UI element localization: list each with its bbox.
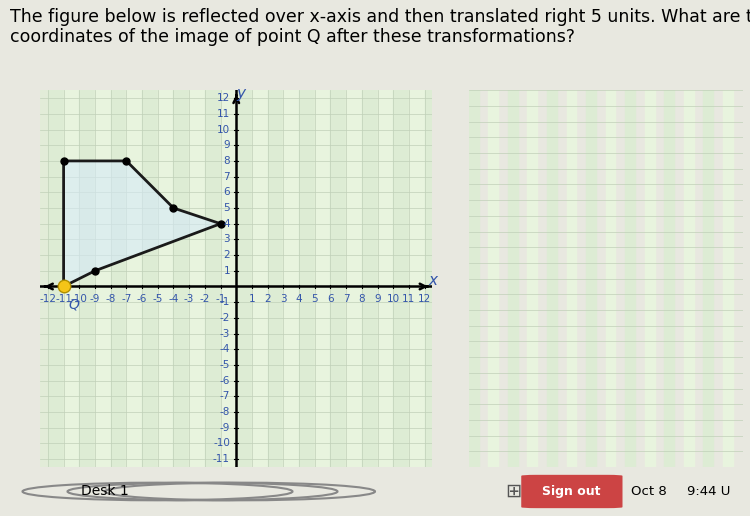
Bar: [64, 90, 80, 467]
Text: -8: -8: [106, 294, 116, 304]
Bar: [346, 90, 362, 467]
Bar: [205, 90, 220, 467]
Text: -9: -9: [220, 423, 230, 433]
Text: 12: 12: [217, 93, 230, 103]
Bar: [424, 90, 440, 467]
Text: 9:44 U: 9:44 U: [687, 485, 730, 498]
Text: x: x: [428, 273, 437, 288]
Text: -1: -1: [215, 294, 226, 304]
Text: 12: 12: [418, 294, 431, 304]
Bar: [284, 90, 299, 467]
Text: ⊞: ⊞: [506, 482, 522, 501]
Text: 4: 4: [296, 294, 302, 304]
Text: -6: -6: [220, 376, 230, 385]
Text: -5: -5: [220, 360, 230, 370]
Text: Desk 1: Desk 1: [81, 485, 129, 498]
Bar: [315, 90, 331, 467]
Bar: [95, 90, 111, 467]
Bar: [409, 90, 424, 467]
Bar: [111, 90, 127, 467]
Bar: [393, 90, 409, 467]
Polygon shape: [64, 161, 220, 286]
Bar: [362, 90, 377, 467]
Bar: [331, 90, 346, 467]
Text: 2: 2: [224, 250, 230, 260]
Text: -1: -1: [220, 297, 230, 307]
Text: 8: 8: [358, 294, 365, 304]
Text: -4: -4: [168, 294, 178, 304]
Bar: [377, 90, 393, 467]
Text: 6: 6: [327, 294, 334, 304]
Text: -9: -9: [90, 294, 101, 304]
Text: -11: -11: [213, 454, 230, 464]
Text: -2: -2: [220, 313, 230, 323]
FancyBboxPatch shape: [521, 475, 622, 508]
Bar: [645, 90, 655, 467]
Text: -12: -12: [40, 294, 56, 304]
Bar: [299, 90, 315, 467]
Text: 7: 7: [343, 294, 350, 304]
Bar: [586, 90, 596, 467]
Text: Sign out: Sign out: [542, 485, 601, 498]
Text: 10: 10: [217, 124, 230, 135]
Text: 9: 9: [224, 140, 230, 150]
Text: Oct 8: Oct 8: [631, 485, 667, 498]
Bar: [606, 90, 616, 467]
Bar: [488, 90, 498, 467]
Bar: [189, 90, 205, 467]
Text: 3: 3: [280, 294, 286, 304]
Text: 1: 1: [249, 294, 255, 304]
Bar: [626, 90, 635, 467]
Text: -11: -11: [55, 294, 72, 304]
Bar: [252, 90, 268, 467]
Bar: [142, 90, 158, 467]
Bar: [220, 90, 236, 467]
Bar: [684, 90, 694, 467]
Text: 10: 10: [387, 294, 400, 304]
Text: -7: -7: [122, 294, 131, 304]
Text: Q: Q: [68, 297, 80, 312]
Text: y: y: [236, 86, 245, 101]
Bar: [664, 90, 674, 467]
Text: 3: 3: [224, 234, 230, 245]
Text: -3: -3: [184, 294, 194, 304]
Bar: [527, 90, 537, 467]
Bar: [268, 90, 284, 467]
Text: coordinates of the image of point Q after these transformations?: coordinates of the image of point Q afte…: [10, 28, 574, 46]
Text: -8: -8: [220, 407, 230, 417]
Bar: [566, 90, 576, 467]
Bar: [158, 90, 173, 467]
Text: 8: 8: [224, 156, 230, 166]
Text: -10: -10: [213, 439, 230, 448]
Text: 11: 11: [217, 109, 230, 119]
Text: 11: 11: [402, 294, 416, 304]
Text: -10: -10: [70, 294, 88, 304]
Bar: [704, 90, 713, 467]
Text: -5: -5: [152, 294, 163, 304]
Bar: [173, 90, 189, 467]
Text: -4: -4: [220, 344, 230, 354]
Text: 9: 9: [374, 294, 381, 304]
Bar: [508, 90, 518, 467]
Text: 4: 4: [224, 219, 230, 229]
Text: 7: 7: [224, 172, 230, 182]
Text: 1: 1: [224, 266, 230, 276]
Bar: [547, 90, 556, 467]
Bar: [236, 90, 252, 467]
Bar: [723, 90, 733, 467]
Text: -3: -3: [220, 329, 230, 338]
Text: The figure below is reflected over x-axis and then translated right 5 units. Wha: The figure below is reflected over x-axi…: [10, 8, 750, 26]
Text: 6: 6: [224, 187, 230, 197]
Bar: [80, 90, 95, 467]
Bar: [127, 90, 142, 467]
Text: 5: 5: [311, 294, 318, 304]
Bar: [469, 90, 478, 467]
Text: 5: 5: [224, 203, 230, 213]
Text: 2: 2: [264, 294, 271, 304]
Text: -2: -2: [200, 294, 210, 304]
Text: -6: -6: [137, 294, 147, 304]
Text: -7: -7: [220, 391, 230, 401]
Bar: [48, 90, 64, 467]
